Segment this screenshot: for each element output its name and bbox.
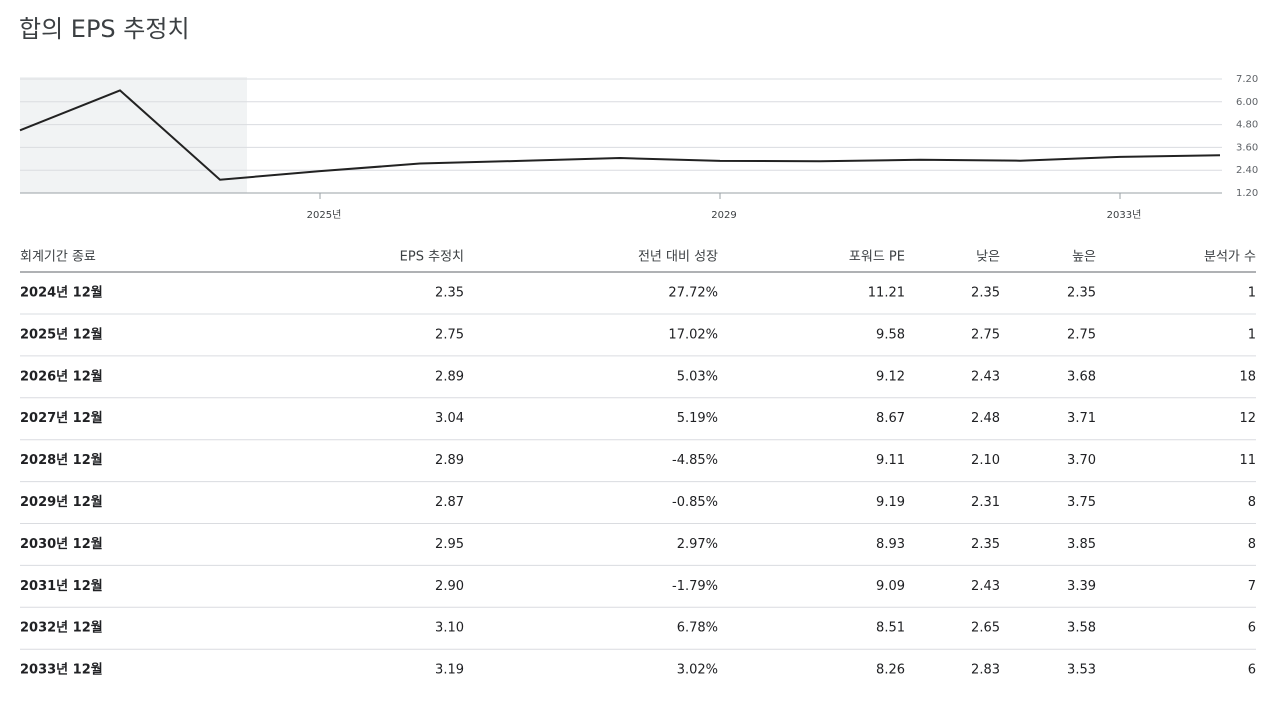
table-cell: 3.71: [1067, 411, 1096, 426]
table-cell: 2030년 12월: [20, 536, 103, 552]
table-cell: 2026년 12월: [20, 368, 103, 384]
table-cell: 6: [1248, 663, 1256, 678]
eps-line: [19, 89, 1221, 181]
column-header: 회계기간 종료: [20, 250, 96, 265]
table-cell: 2033년 12월: [20, 662, 103, 678]
table-cell: 2031년 12월: [20, 578, 103, 594]
table-cell: 2.75: [971, 327, 1000, 342]
y-tick-label: 6.00: [1236, 97, 1258, 108]
table-cell: 8.67: [876, 411, 905, 426]
table-cell: 2.35: [435, 286, 464, 301]
history-shade: [20, 77, 247, 193]
table-cell: 2025년 12월: [20, 326, 103, 342]
table-cell: 3.70: [1067, 453, 1096, 468]
table-cell: 6.78%: [677, 621, 718, 636]
column-header: 전년 대비 성장: [638, 250, 718, 265]
table-cell: -1.79%: [672, 579, 718, 594]
table-cell: 2.75: [435, 327, 464, 342]
y-tick-label: 4.80: [1236, 120, 1258, 131]
table-cell: 2.75: [1067, 327, 1096, 342]
table-cell: 3.53: [1067, 663, 1096, 678]
table-cell: 2.43: [971, 579, 1000, 594]
column-header: EPS 추정치: [400, 250, 464, 265]
column-header: 포워드 PE: [849, 250, 905, 265]
table-cell: 7: [1248, 579, 1256, 594]
table-cell: 2.10: [971, 453, 1000, 468]
table-cell: 12: [1239, 411, 1256, 426]
table-cell: 8.26: [876, 663, 905, 678]
y-tick-label: 3.60: [1236, 142, 1258, 153]
table-cell: 27.72%: [668, 286, 718, 301]
table-cell: 3.39: [1067, 579, 1096, 594]
table-cell: 9.12: [876, 369, 905, 384]
table-cell: 17.02%: [668, 327, 718, 342]
table-cell: 2.48: [971, 411, 1000, 426]
table-cell: 8: [1248, 537, 1256, 552]
table-cell: 3.02%: [677, 663, 718, 678]
column-header: 높은: [1072, 250, 1096, 265]
table-cell: 2.89: [435, 453, 464, 468]
table-cell: 5.19%: [677, 411, 718, 426]
x-tick-label: 2029: [711, 210, 736, 221]
table-cell: 2032년 12월: [20, 620, 103, 636]
title: 합의 EPS 추정치: [19, 15, 190, 43]
table-cell: -0.85%: [672, 495, 718, 510]
table-cell: 9.11: [876, 453, 905, 468]
table-cell: 2029년 12월: [20, 494, 103, 510]
table-cell: -4.85%: [672, 453, 718, 468]
x-tick-label: 2033년: [1107, 209, 1142, 221]
table-cell: 5.03%: [677, 369, 718, 384]
column-header: 분석가 수: [1204, 250, 1256, 265]
table-cell: 3.75: [1067, 495, 1096, 510]
table-cell: 1: [1248, 286, 1256, 301]
table-cell: 2027년 12월: [20, 410, 103, 426]
table-cell: 3.10: [435, 621, 464, 636]
table-cell: 2.83: [971, 663, 1000, 678]
table-cell: 11.21: [868, 286, 905, 301]
y-tick-label: 7.20: [1236, 74, 1258, 85]
table-cell: 2.31: [971, 495, 1000, 510]
y-tick-label: 1.20: [1236, 188, 1258, 199]
table-cell: 2.35: [971, 286, 1000, 301]
y-tick-label: 2.40: [1236, 165, 1258, 176]
table-cell: 3.04: [435, 411, 464, 426]
table-cell: 9.09: [876, 579, 905, 594]
table-cell: 2.97%: [677, 537, 718, 552]
table-cell: 8.93: [876, 537, 905, 552]
table-cell: 3.58: [1067, 621, 1096, 636]
table-cell: 8.51: [876, 621, 905, 636]
table-cell: 2.43: [971, 369, 1000, 384]
x-tick-label: 2025년: [307, 209, 342, 221]
table-cell: 3.85: [1067, 537, 1096, 552]
table-cell: 1: [1248, 327, 1256, 342]
table-cell: 2024년 12월: [20, 285, 103, 301]
table-cell: 11: [1239, 453, 1256, 468]
table-cell: 9.19: [876, 495, 905, 510]
table-cell: 2.65: [971, 621, 1000, 636]
table-cell: 3.68: [1067, 369, 1096, 384]
table-cell: 2.89: [435, 369, 464, 384]
table-cell: 3.19: [435, 663, 464, 678]
table-cell: 2.35: [971, 537, 1000, 552]
table-cell: 18: [1239, 369, 1256, 384]
table-cell: 6: [1248, 621, 1256, 636]
table-cell: 2028년 12월: [20, 452, 103, 468]
column-header: 낮은: [976, 250, 1000, 265]
table-cell: 2.35: [1067, 286, 1096, 301]
table-cell: 2.95: [435, 537, 464, 552]
table-cell: 8: [1248, 495, 1256, 510]
table-cell: 2.90: [435, 579, 464, 594]
table-cell: 2.87: [435, 495, 464, 510]
table-cell: 9.58: [876, 327, 905, 342]
